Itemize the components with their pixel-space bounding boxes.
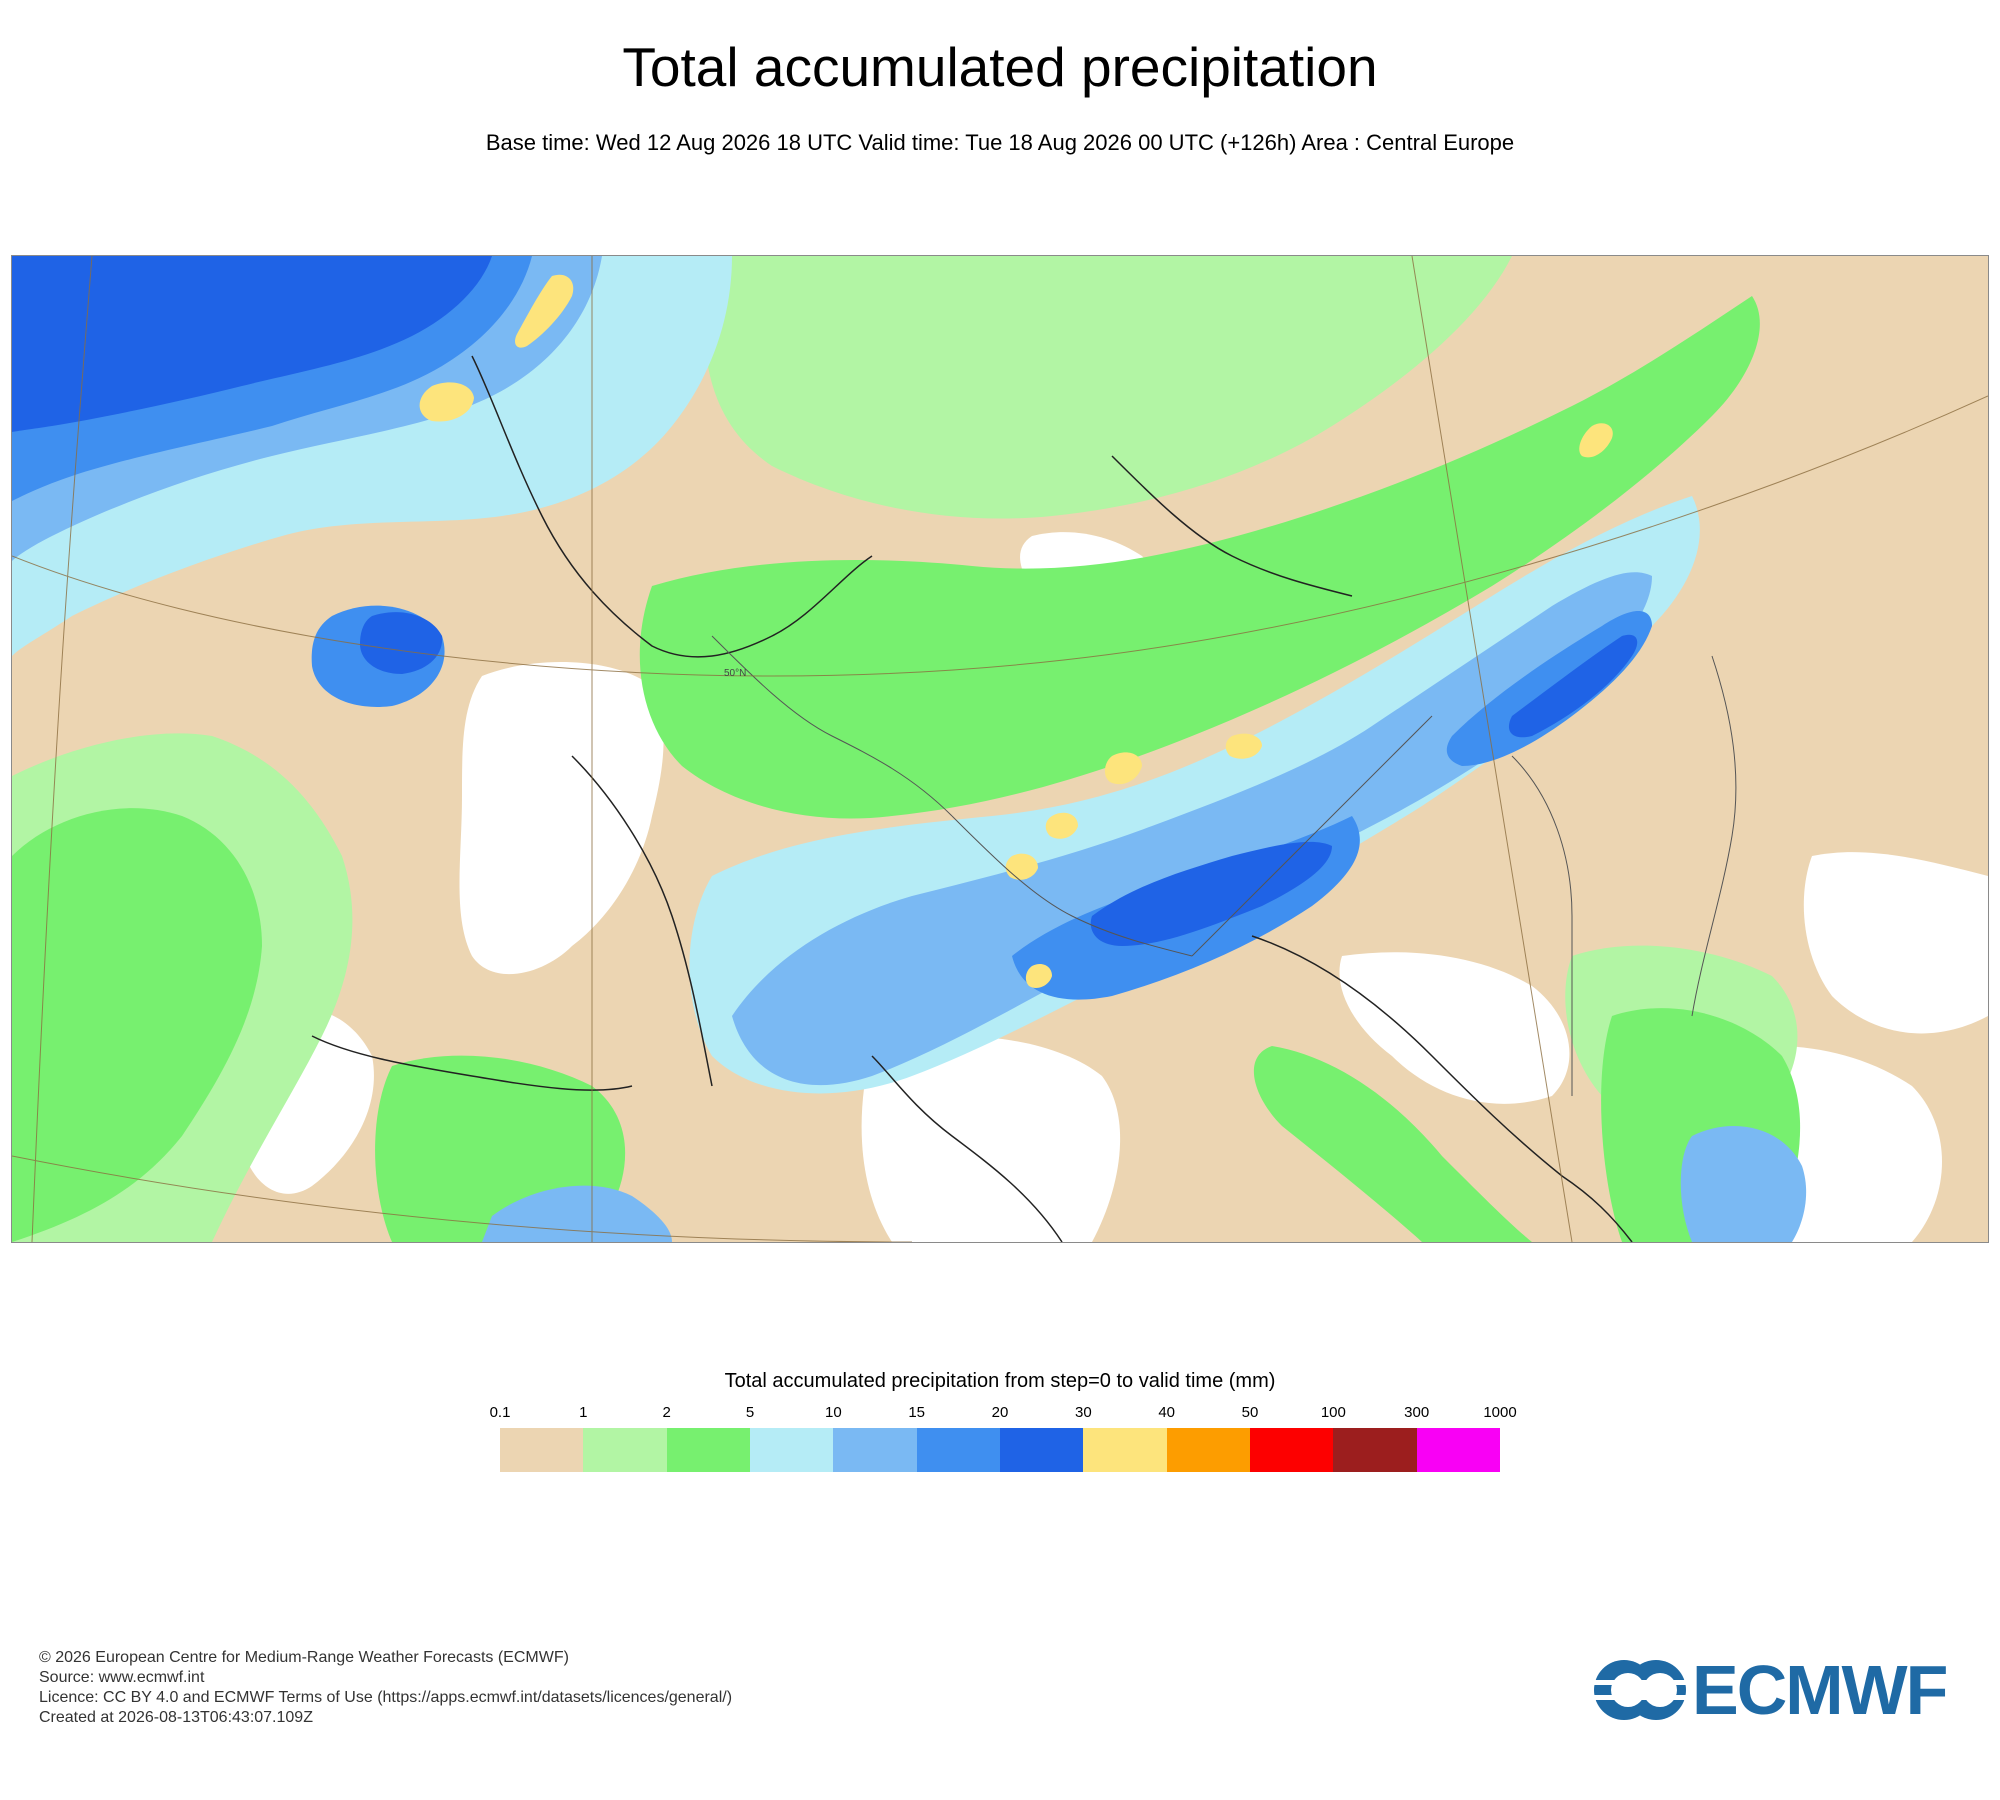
precip-field-30-40mm-alps-1 (1104, 752, 1142, 785)
legend-tick-label: 50 (1241, 1404, 1259, 1421)
legend-tick-label: 30 (1074, 1404, 1092, 1421)
ecmwf-logo-mark (1590, 1660, 1690, 1720)
chart-title: Total accumulated precipitation (622, 36, 1378, 98)
legend-colorbar (500, 1428, 1500, 1472)
precip-field-30-40mm-corsica (1025, 964, 1052, 988)
legend-tick-label: 10 (824, 1404, 842, 1421)
footer-licence: Licence: CC BY 4.0 and ECMWF Terms of Us… (39, 1689, 733, 1706)
legend-tick-label: 300 (1404, 1404, 1430, 1421)
precip-field-30-40mm-alps-2 (1225, 733, 1262, 759)
legend-title: Total accumulated precipitation from ste… (724, 1370, 1276, 1392)
legend-bin-8 (1166, 1428, 1250, 1472)
precip-field-1-2mm-north (704, 256, 1512, 519)
ecmwf-logo: ECMWF (1590, 1651, 1962, 1729)
legend-tick-label: 40 (1158, 1404, 1175, 1421)
coastlines (311, 355, 1633, 1242)
precip-field-10-15mm-balkan (1680, 1126, 1807, 1242)
legend-bin-5 (916, 1428, 1000, 1472)
legend-ticks: 0.1 1 2 5 10 15 20 30 40 50 100 300 1000 (490, 1403, 1517, 1423)
legend-tick-label: 20 (991, 1404, 1009, 1421)
map-canvas: 50°N (12, 256, 1988, 1242)
legend-bin-11 (1416, 1428, 1500, 1472)
footer-source: Source: www.ecmwf.int (39, 1669, 205, 1686)
legend-bin-9 (1249, 1428, 1334, 1472)
legend-bin-10 (1333, 1428, 1417, 1472)
precip-field-20-30mm-carpathian (1508, 634, 1638, 738)
country-borders (711, 635, 1737, 1096)
legend-bin-3 (749, 1428, 834, 1472)
legend-tick-label: 5 (745, 1404, 755, 1421)
precip-field-20-30mm-alps (1090, 841, 1332, 946)
legend-tick-label: 100 (1320, 1404, 1346, 1421)
legend-bin-6 (999, 1428, 1084, 1472)
precip-field-30-40mm-ireland (419, 382, 474, 422)
legend-bin-0 (500, 1428, 584, 1472)
precip-field-30-40mm-alps-4 (1005, 853, 1038, 880)
footer-created: Created at 2026-08-13T06:43:07.109Z (39, 1709, 313, 1726)
footer-copyright: © 2026 European Centre for Medium-Range … (39, 1649, 569, 1666)
precip-field-10-15mm-iberia (482, 1185, 672, 1242)
precip-field-30-40mm-alps-3 (1045, 812, 1078, 839)
precip-field-2-5mm-italy (1253, 1046, 1532, 1242)
latitude-line-50n (12, 395, 1988, 677)
latitude-line-south (12, 1155, 913, 1242)
dry-area-adriatic (1339, 952, 1570, 1104)
legend-tick-label: 2 (662, 1404, 671, 1421)
precip-field-2-5mm-atlantic (12, 808, 262, 1242)
precip-field-20-30mm-northwest (12, 256, 492, 432)
precip-field-30-40mm-carpathian (1579, 423, 1613, 458)
legend-tick-label: 15 (908, 1404, 925, 1421)
precip-field-30-40mm-scotland (515, 274, 574, 348)
gridline-label-50n: 50°N (724, 668, 746, 679)
footer: © 2026 European Centre for Medium-Range … (39, 1648, 732, 1728)
precipitation-map: 50°N (11, 255, 1989, 1243)
precip-field-2-5mm-central (639, 296, 1760, 819)
legend-tick-label: 0.1 (489, 1404, 511, 1421)
legend-bin-7 (1083, 1428, 1167, 1472)
dry-area-east (1803, 852, 1988, 1034)
legend-bin-2 (666, 1428, 750, 1472)
legend-bin-1 (583, 1428, 667, 1472)
chart-subtitle: Base time: Wed 12 Aug 2026 18 UTC Valid … (485, 130, 1515, 155)
ecmwf-logo-text: ECMWF (1692, 1651, 1948, 1729)
meridian-line-west (31, 256, 93, 1242)
dry-area-tyrrhenian (861, 1036, 1121, 1242)
dry-area-france (459, 662, 664, 975)
precip-field-10-15mm-alps (732, 572, 1652, 1086)
legend-tick-label: 1 (579, 1404, 588, 1421)
legend-bin-4 (833, 1428, 917, 1472)
precip-field-20-30mm-ireland (360, 612, 443, 674)
legend-tick-label: 1000 (1483, 1404, 1517, 1421)
